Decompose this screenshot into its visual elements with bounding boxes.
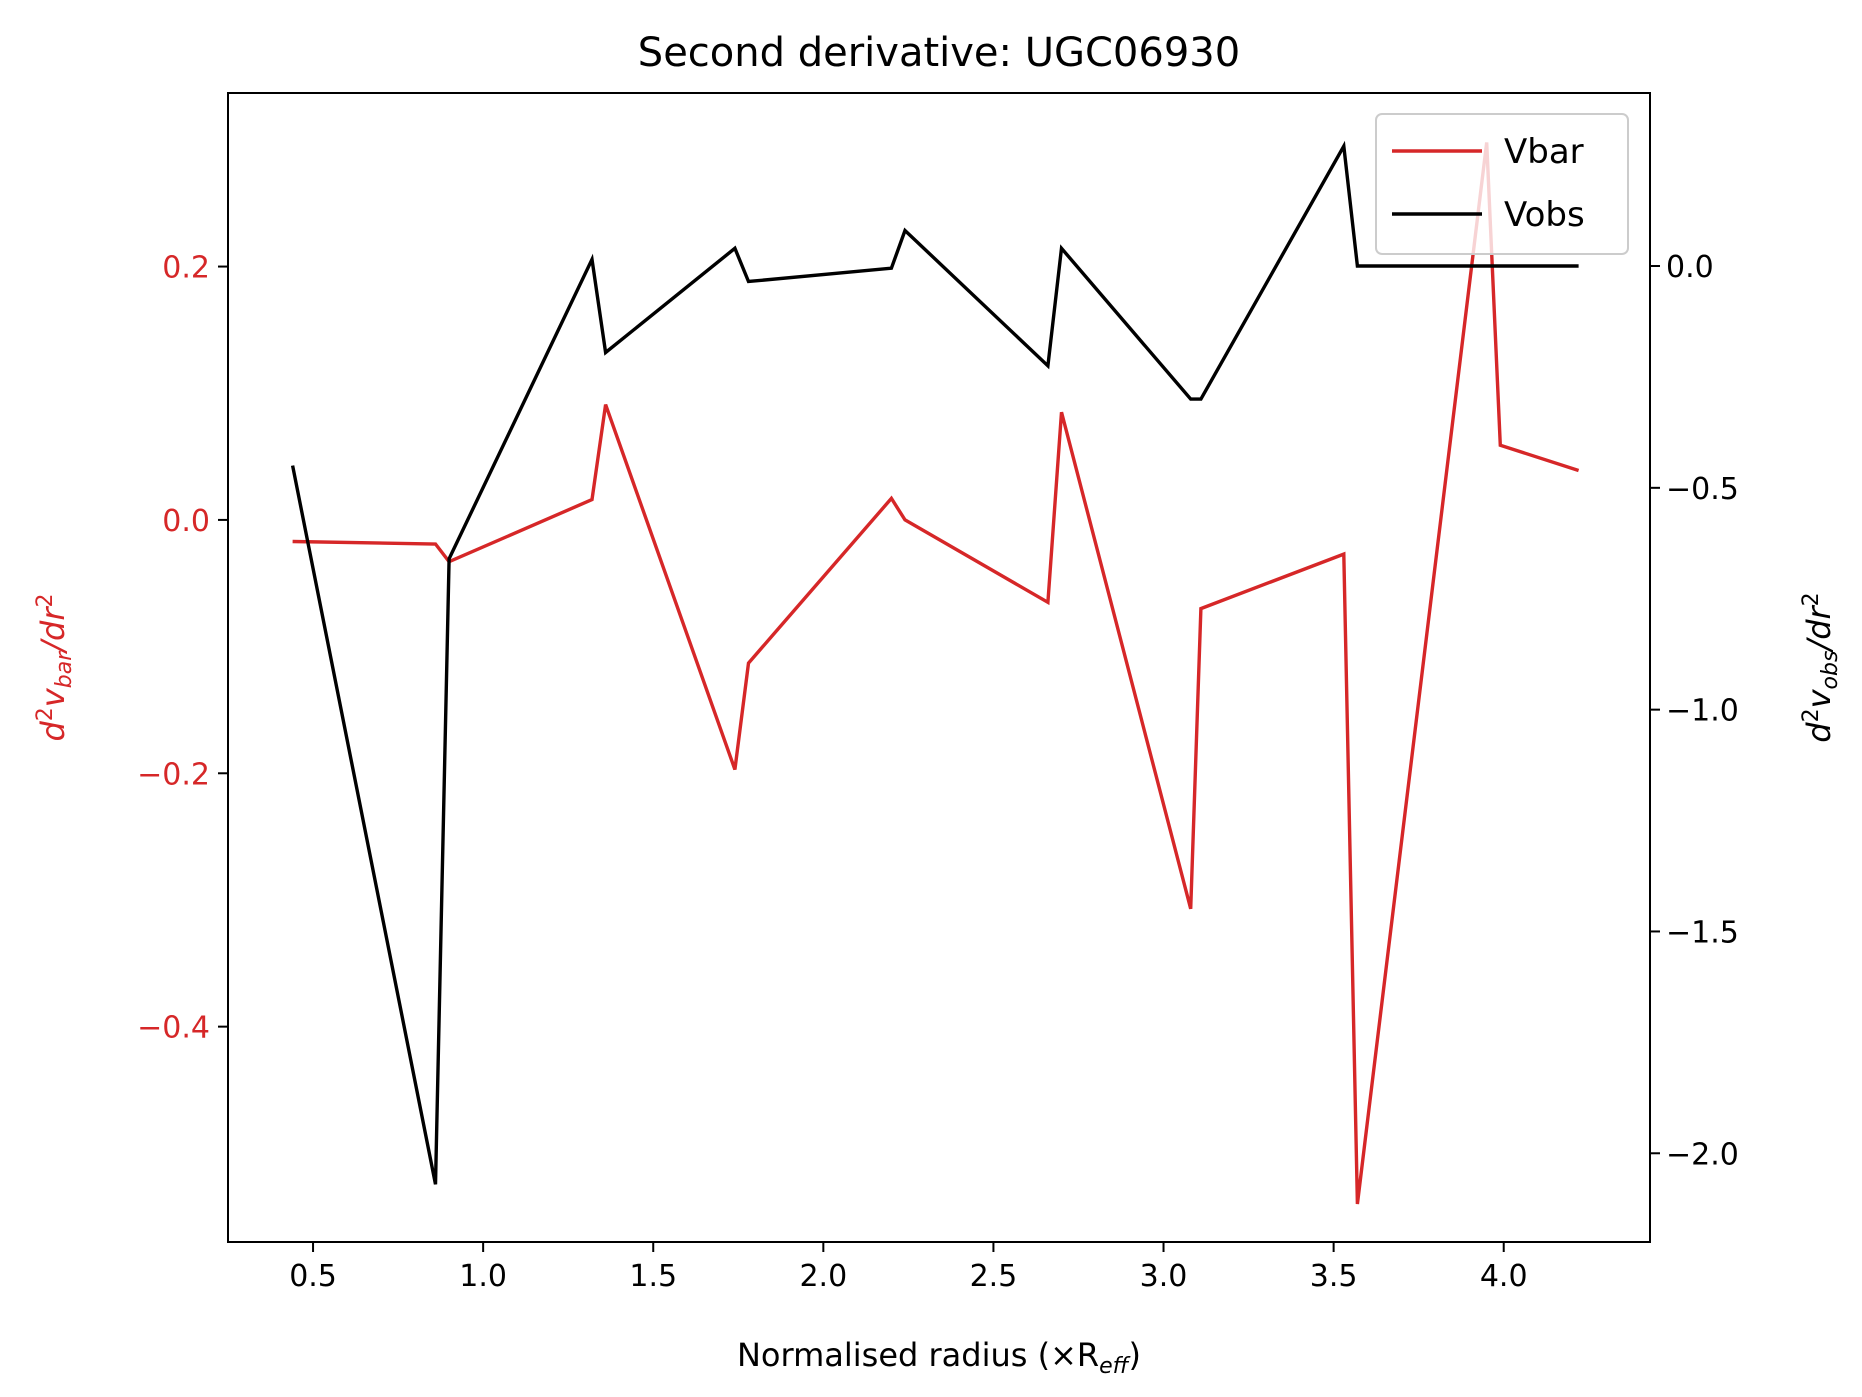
- y-right-tick-label: 0.0: [1666, 250, 1714, 285]
- legend-label-vbar: Vbar: [1504, 132, 1584, 172]
- x-axis-label-close: ): [1129, 1336, 1141, 1374]
- series-line-vbar: [292, 142, 1580, 1205]
- y-left-label-rest: /dr: [34, 606, 72, 655]
- y-right-tick-label: −0.5: [1666, 472, 1739, 507]
- x-tick-label: 3.5: [1310, 1259, 1358, 1294]
- x-tick-label: 0.5: [289, 1259, 337, 1294]
- y-left-tick-label: −0.2: [137, 757, 210, 792]
- y-axis-left-label: d2vbar/dr2: [33, 594, 77, 742]
- y-left-label-sup: 2: [33, 707, 58, 721]
- series-layer: [290, 140, 1580, 1205]
- legend-label-vobs: Vobs: [1504, 195, 1585, 235]
- y-right-label-sup2: 2: [1799, 592, 1824, 606]
- y-left-label-sub: bar: [52, 650, 77, 688]
- x-tick-label: 4.0: [1480, 1259, 1528, 1294]
- plot-frame: [227, 92, 1651, 1243]
- series-line-vobs: [290, 140, 1579, 1185]
- y-axis-left: 0.2 0.0 −0.2 −0.4: [137, 251, 228, 1046]
- y-axis-right-label: d2vobs/dr2: [1799, 592, 1843, 742]
- y-right-label-sub: obs: [1818, 651, 1843, 690]
- y-right-label-rest: /dr: [1800, 604, 1838, 653]
- y-left-tick-label: 0.0: [162, 504, 210, 539]
- x-tick-label: 2.5: [970, 1259, 1018, 1294]
- y-left-label-v: v: [34, 687, 72, 707]
- y-right-tick-label: −1.0: [1666, 694, 1739, 729]
- y-left-tick-label: −0.4: [137, 1011, 210, 1046]
- legend-box: [1375, 113, 1629, 255]
- y-right-label-sup: 2: [1799, 708, 1824, 722]
- chart-title: Second derivative: UGC06930: [638, 30, 1240, 76]
- y-right-label-v: v: [1800, 688, 1838, 708]
- legend: Vbar Vobs: [1375, 113, 1629, 255]
- x-axis-label-text: Normalised radius (×R: [737, 1336, 1099, 1374]
- x-axis: 0.5 1.0 1.5 2.0 2.5 3.0 3.5 4.0: [289, 1242, 1528, 1294]
- x-axis-label-sub: eff: [1099, 1354, 1131, 1379]
- y-left-tick-label: 0.2: [162, 251, 210, 286]
- y-right-tick-label: −2.0: [1666, 1137, 1739, 1172]
- y-right-label-d: d: [1800, 722, 1838, 743]
- x-tick-label: 3.0: [1140, 1259, 1188, 1294]
- x-tick-label: 1.5: [629, 1259, 677, 1294]
- y-left-label-d: d: [34, 721, 72, 742]
- y-axis-right: 0.0 −0.5 −1.0 −1.5 −2.0: [1650, 250, 1739, 1172]
- x-tick-label: 1.0: [459, 1259, 507, 1294]
- y-left-label-sup2: 2: [33, 594, 58, 608]
- x-axis-label: Normalised radius (×Reff): [737, 1336, 1141, 1379]
- x-tick-label: 2.0: [799, 1259, 847, 1294]
- y-right-tick-label: −1.5: [1666, 915, 1739, 950]
